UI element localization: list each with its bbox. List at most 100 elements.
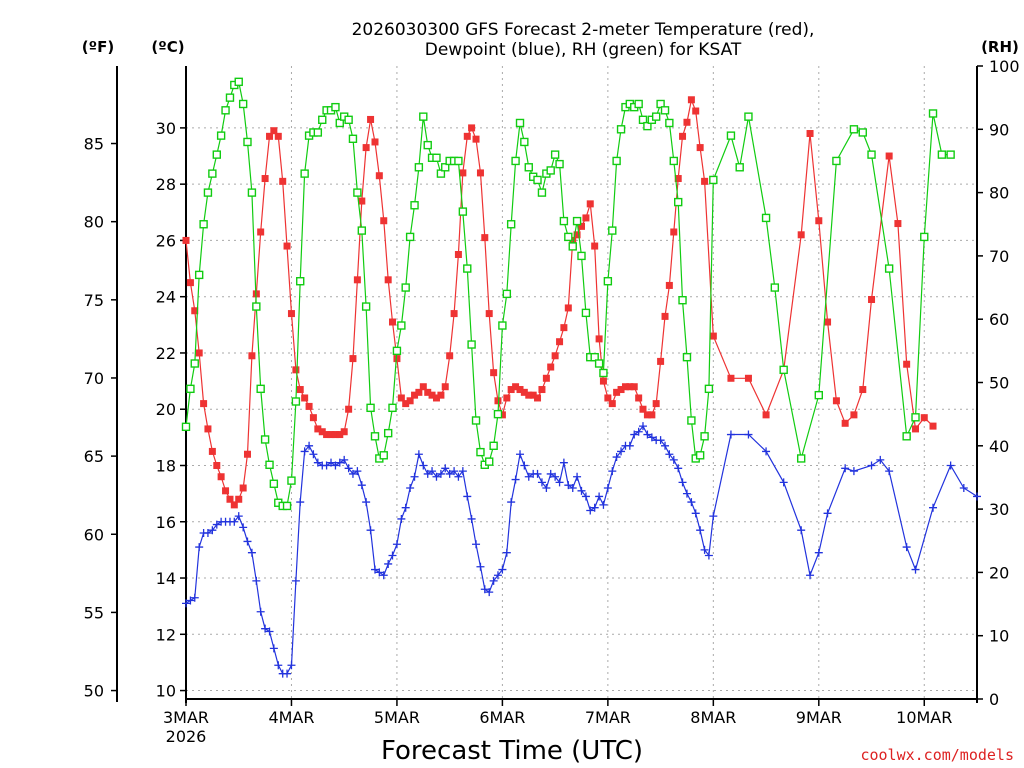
dewpoint-point [428, 467, 437, 476]
temperature-point [279, 177, 287, 185]
dewpoint-point [208, 526, 217, 535]
x-tick-label: 3MAR [163, 708, 209, 727]
temperature-point [648, 411, 656, 419]
dewpoint-point [327, 458, 336, 467]
rh-point [581, 308, 591, 318]
dewpoint-point [450, 467, 459, 476]
dewpoint-point [647, 433, 656, 442]
dewpoint-point [581, 492, 590, 501]
temperature-point [296, 386, 304, 394]
dewpoint-point [410, 472, 419, 481]
temperature-point [204, 425, 212, 433]
temperature-point [850, 411, 858, 419]
temperature-point [230, 501, 238, 509]
rh-point [463, 264, 472, 273]
rh-point [485, 457, 494, 466]
dewpoint-point [362, 498, 371, 507]
dewpoint-point [524, 472, 533, 481]
rh-point [709, 175, 718, 185]
dewpoint-point [300, 447, 309, 456]
temperature-point [217, 473, 225, 481]
rh-point [651, 112, 661, 121]
rh-point [335, 118, 344, 128]
rh-point [410, 201, 419, 210]
dewpoint-point [841, 464, 850, 473]
rh-point [656, 99, 665, 109]
temperature-point [362, 144, 370, 152]
fahrenheit-tick-label: 70 [84, 369, 104, 388]
rh-point [612, 156, 621, 166]
rh-point [674, 197, 683, 207]
rh-point [252, 302, 261, 311]
rh-point [436, 169, 446, 178]
dewpoint-point [902, 543, 911, 552]
rh-point [744, 112, 753, 121]
grid-lines [186, 66, 977, 699]
rh-point [608, 226, 617, 235]
dewpoint-point [590, 503, 599, 512]
rh-point [296, 277, 305, 286]
temperature-point [665, 281, 673, 289]
temperature-point [331, 431, 339, 439]
temperature-point [367, 115, 375, 123]
dewpoint-point [568, 484, 577, 492]
temperature-point [894, 220, 902, 228]
rh-point [331, 102, 340, 112]
rh-point [928, 109, 938, 118]
dewpoint-point [406, 484, 415, 492]
celsius-tick-label: 20 [156, 400, 176, 419]
temperature-point [556, 338, 564, 346]
rh-tick-label: 0 [989, 690, 999, 709]
temperature-point [692, 107, 700, 115]
dewpoint-point [665, 450, 674, 459]
rh-point [260, 435, 270, 444]
rh-point [533, 175, 542, 185]
rh-axis-label: (RH) [981, 38, 1019, 56]
temperature-point [824, 318, 832, 326]
rh-point [564, 232, 573, 242]
dewpoint-point [247, 548, 256, 557]
dewpoint-point [472, 540, 481, 549]
x-tick-label: 4MAR [268, 708, 314, 727]
dewpoint-point [669, 455, 678, 464]
rh-point [414, 163, 424, 172]
rh-point [357, 226, 367, 235]
dewpoint-point [929, 503, 938, 512]
temperature-point [542, 374, 550, 382]
dewpoint-point [331, 461, 340, 470]
rh-point [695, 451, 705, 460]
celsius-tick-label: 10 [156, 682, 176, 701]
dewpoint-point [630, 430, 639, 439]
temperature-point [437, 391, 445, 399]
rh-point [370, 432, 380, 441]
rh-point [603, 277, 613, 286]
rh-point [221, 106, 230, 115]
temperature-point [560, 324, 568, 332]
rh-point [599, 368, 608, 378]
dewpoint-point [726, 430, 735, 439]
temperature-point [323, 431, 331, 439]
temperature-point [336, 431, 344, 439]
fahrenheit-tick-label: 50 [84, 682, 104, 701]
temperature-point [235, 495, 243, 503]
rh-point [669, 156, 678, 166]
rh-point [471, 416, 481, 425]
rh-point [568, 242, 577, 251]
rh-point [353, 188, 362, 197]
fahrenheit-tick-label: 85 [84, 135, 104, 154]
rh-point [937, 150, 947, 159]
chart-title-line1: 2026030300 GFS Forecast 2-meter Temperat… [352, 20, 815, 40]
dewpoint-point [480, 585, 489, 594]
rh-point [212, 150, 221, 159]
dewpoint-point [340, 455, 349, 464]
celsius-tick-label: 30 [156, 119, 176, 138]
temperature-point [815, 217, 823, 225]
dewpoint-point [814, 548, 823, 557]
temperature-point [696, 144, 704, 152]
temperature-point [384, 276, 392, 284]
temperature-point [226, 495, 234, 503]
temperature-point [375, 172, 383, 180]
temperature-point [670, 228, 678, 236]
celsius-tick-label: 16 [156, 513, 176, 532]
axes: 10 12 14 16 18 20 22 24 26 28 30 50 55 60 65 70 75 80 85 0 1… [84, 57, 1020, 746]
